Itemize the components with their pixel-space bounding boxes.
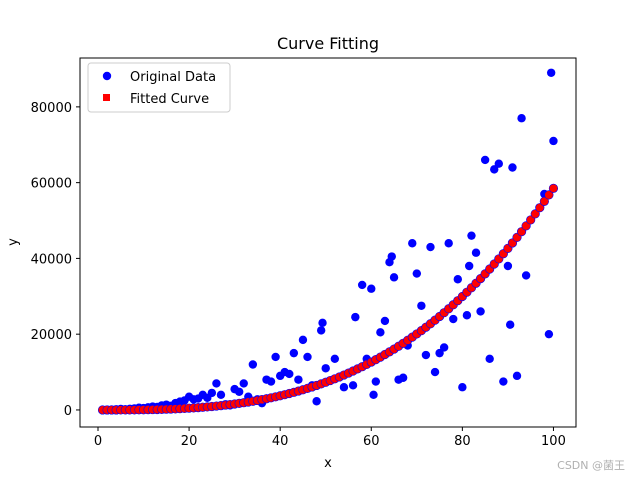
original-data-point <box>216 390 226 399</box>
x-tick-label: 20 <box>181 434 198 449</box>
y-tick-label: 20000 <box>31 328 72 343</box>
original-data-point <box>490 165 499 174</box>
original-data-point <box>318 318 327 328</box>
original-data-point <box>458 383 467 392</box>
legend-label-original: Original Data <box>130 70 216 85</box>
original-data-point <box>239 379 248 388</box>
original-data-point <box>408 239 417 248</box>
original-data-point <box>398 373 408 382</box>
legend-label-fitted: Fitted Curve <box>130 92 209 107</box>
original-data-point <box>430 367 440 377</box>
x-tick-label: 80 <box>454 434 471 449</box>
original-data-point <box>303 352 312 362</box>
original-data-point <box>316 326 326 335</box>
fitted-curve-point <box>535 203 545 213</box>
original-data-point <box>357 280 367 290</box>
x-axis-label: x <box>324 456 332 471</box>
fitted-curve-point <box>544 190 554 200</box>
original-data-point <box>367 284 376 293</box>
legend-marker-fitted <box>103 94 110 101</box>
original-data-point <box>444 239 453 248</box>
original-data-point <box>471 248 481 257</box>
original-data-point <box>453 275 463 284</box>
y-tick-label: 0 <box>64 404 72 419</box>
x-tick-label: 0 <box>94 434 102 449</box>
original-data-point <box>371 377 381 386</box>
original-data-point <box>389 273 399 282</box>
legend: Original Data Fitted Curve <box>87 62 231 113</box>
original-data-point <box>521 271 531 280</box>
original-data-point <box>485 354 494 364</box>
legend-box <box>87 62 231 113</box>
original-data-point <box>512 371 522 381</box>
original-data-point <box>417 301 426 310</box>
axes-frame <box>79 57 577 428</box>
original-data-point <box>503 261 513 271</box>
original-data-point <box>499 377 508 386</box>
original-data-point <box>494 159 503 168</box>
original-data-point <box>435 348 444 358</box>
original-data-point <box>517 114 526 123</box>
original-data-point <box>234 387 244 396</box>
original-data-point <box>369 390 378 399</box>
original-data-point <box>298 335 308 345</box>
original-data-point <box>294 375 303 384</box>
x-tick-label: 60 <box>363 434 380 449</box>
fitted-curve-point <box>539 196 549 206</box>
original-data-point <box>426 242 435 252</box>
original-data-point <box>376 328 385 337</box>
watermark: CSDN @菌王 <box>557 459 625 472</box>
original-data-point <box>449 314 458 324</box>
original-data-point <box>348 381 358 390</box>
original-data-point <box>351 312 360 322</box>
plot-area: 0 20 40 60 80 100 0 20000 40000 60000 80000 <box>31 57 577 449</box>
original-data-point <box>321 364 330 373</box>
original-data-point <box>330 354 340 364</box>
chart-title: Curve Fitting <box>277 34 379 53</box>
original-data-point <box>467 231 476 240</box>
original-data-point <box>476 307 485 316</box>
original-data-point <box>412 269 422 278</box>
original-data-point <box>312 397 321 406</box>
x-tick-label: 100 <box>541 434 566 449</box>
y-axis-label: y <box>6 238 21 246</box>
original-data-point <box>339 383 349 392</box>
original-data-point <box>439 343 449 352</box>
fitted-curve-point <box>530 209 540 219</box>
original-data-point <box>212 379 221 388</box>
original-data-point <box>464 261 474 271</box>
original-data-point <box>544 329 554 339</box>
original-data-point <box>462 311 472 320</box>
y-tick-label: 80000 <box>31 101 72 116</box>
legend-marker-original <box>102 71 112 81</box>
original-data-point <box>549 136 558 146</box>
fitted-curve-point <box>548 183 559 193</box>
x-tick-label: 40 <box>272 434 289 449</box>
original-data-point <box>546 68 556 77</box>
original-data-point <box>248 360 258 369</box>
original-data-point <box>271 352 280 362</box>
original-data-point <box>387 252 396 261</box>
original-data-point <box>421 350 431 360</box>
original-data-point <box>480 155 490 165</box>
original-data-point <box>289 348 299 358</box>
original-data-point <box>508 163 517 172</box>
original-data-point <box>505 320 515 329</box>
y-tick-label: 40000 <box>31 252 72 267</box>
original-data-point <box>266 377 276 386</box>
original-data-point <box>285 369 294 379</box>
original-data-point <box>380 316 390 326</box>
y-tick-label: 60000 <box>31 177 72 192</box>
original-data-point <box>207 388 217 398</box>
